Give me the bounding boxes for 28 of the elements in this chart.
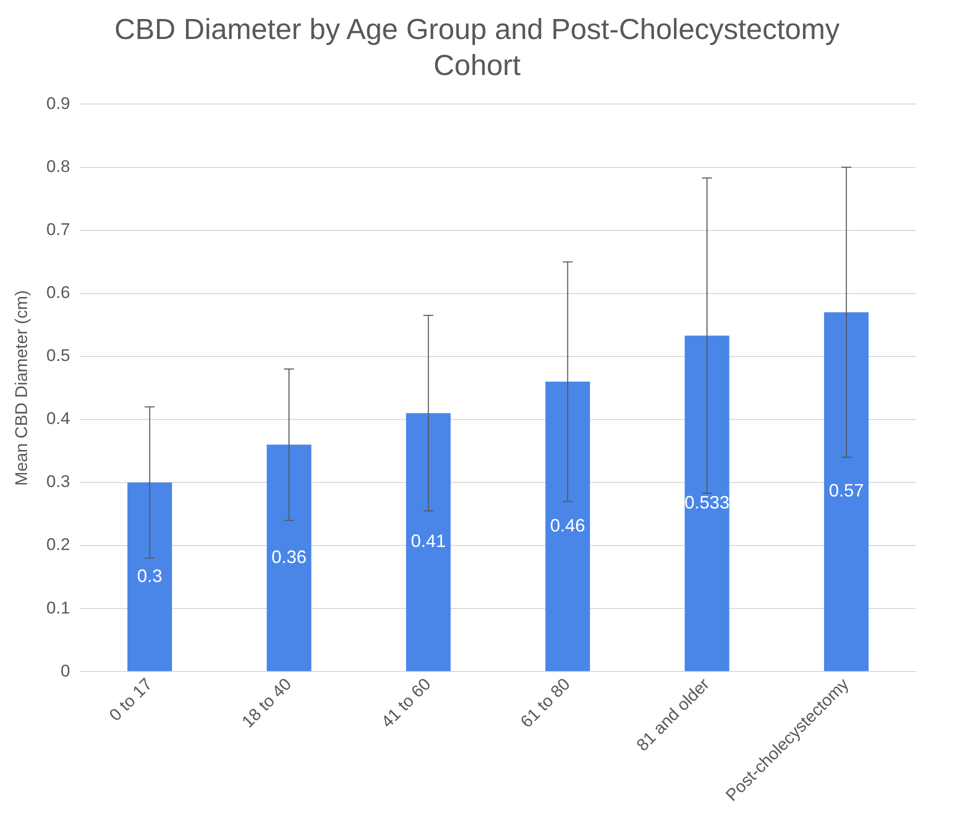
- y-tick-label: 0.2: [46, 535, 70, 554]
- data-label: 0.3: [137, 566, 162, 586]
- y-tick-label: 0.6: [46, 283, 70, 302]
- x-tick-label: 18 to 40: [238, 674, 296, 732]
- data-label: 0.36: [272, 546, 307, 567]
- chart-title: CBD Diameter by Age Group and Post-Cholecystectomy Cohort: [113, 13, 841, 84]
- bar: [406, 413, 451, 672]
- y-tick-label: 0.8: [46, 156, 70, 176]
- data-label: 0.41: [410, 531, 446, 552]
- y-tick-label: 0.5: [46, 346, 70, 366]
- y-tick-label: 0.7: [46, 220, 70, 239]
- y-tick-label: 0.3: [46, 472, 70, 492]
- bar: [684, 336, 730, 672]
- y-tick-label: 0.1: [46, 598, 70, 618]
- x-tick-label: 61 to 80: [516, 674, 574, 732]
- bar: [824, 312, 869, 672]
- x-tick-label: 0 to 17: [106, 674, 156, 725]
- data-label: 0.46: [550, 515, 586, 536]
- bar: [545, 382, 590, 672]
- y-axis-title: Mean CBD Diameter (cm): [12, 290, 31, 486]
- data-label: 0.533: [684, 492, 730, 512]
- y-tick-label: 0.4: [46, 409, 70, 428]
- y-tick-label: 0: [60, 661, 70, 680]
- y-tick-label: 0.9: [46, 94, 70, 113]
- x-tick-label: 41 to 60: [378, 674, 434, 732]
- data-label: 0.57: [828, 480, 864, 501]
- bar: [127, 482, 172, 672]
- bar: [266, 444, 312, 672]
